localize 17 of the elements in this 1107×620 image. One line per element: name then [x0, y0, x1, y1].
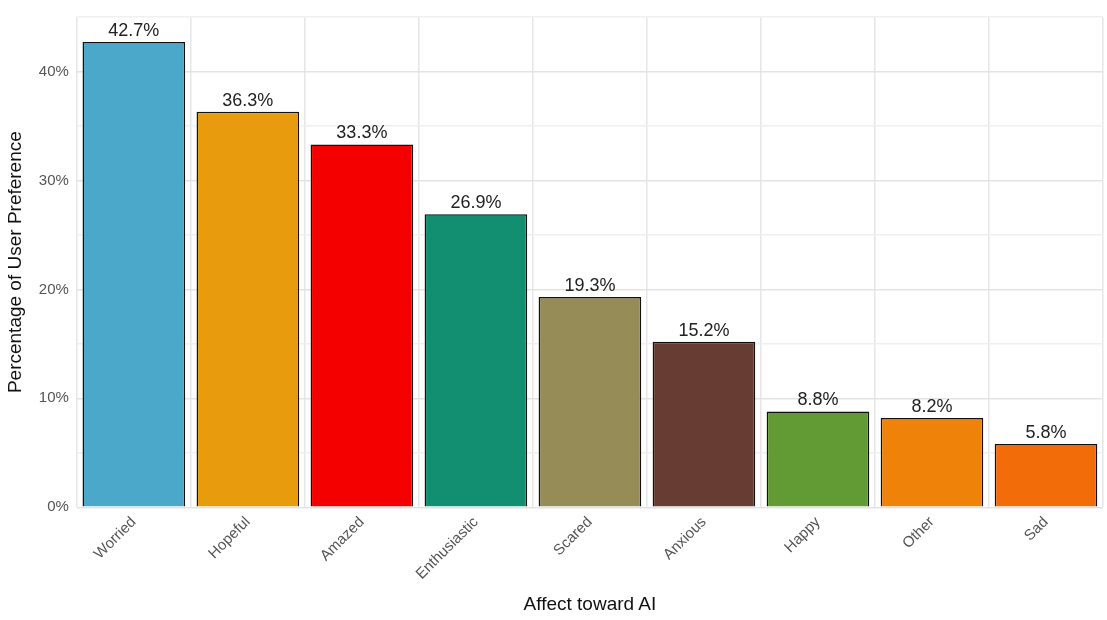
data-label: 42.7% — [108, 20, 160, 41]
data-label: 8.2% — [911, 395, 953, 416]
y-tick-label: 30% — [38, 170, 69, 188]
data-label: 19.3% — [564, 274, 616, 295]
x-tick-label: Sad — [1020, 512, 1052, 544]
y-tick-label: 40% — [38, 61, 69, 79]
data-label: 33.3% — [336, 122, 388, 143]
y-tick-label: 0% — [47, 497, 69, 515]
data-label: 26.9% — [450, 192, 502, 213]
y-tick-label: 20% — [38, 279, 69, 297]
data-label: 36.3% — [222, 89, 274, 110]
data-label: 15.2% — [678, 319, 730, 340]
data-label: 5.8% — [1025, 422, 1067, 443]
y-axis-title: Percentage of User Preference — [3, 131, 25, 394]
x-axis-title: Affect toward AI — [523, 592, 657, 614]
y-tick-label: 10% — [38, 388, 69, 406]
data-label: 8.8% — [797, 389, 839, 410]
